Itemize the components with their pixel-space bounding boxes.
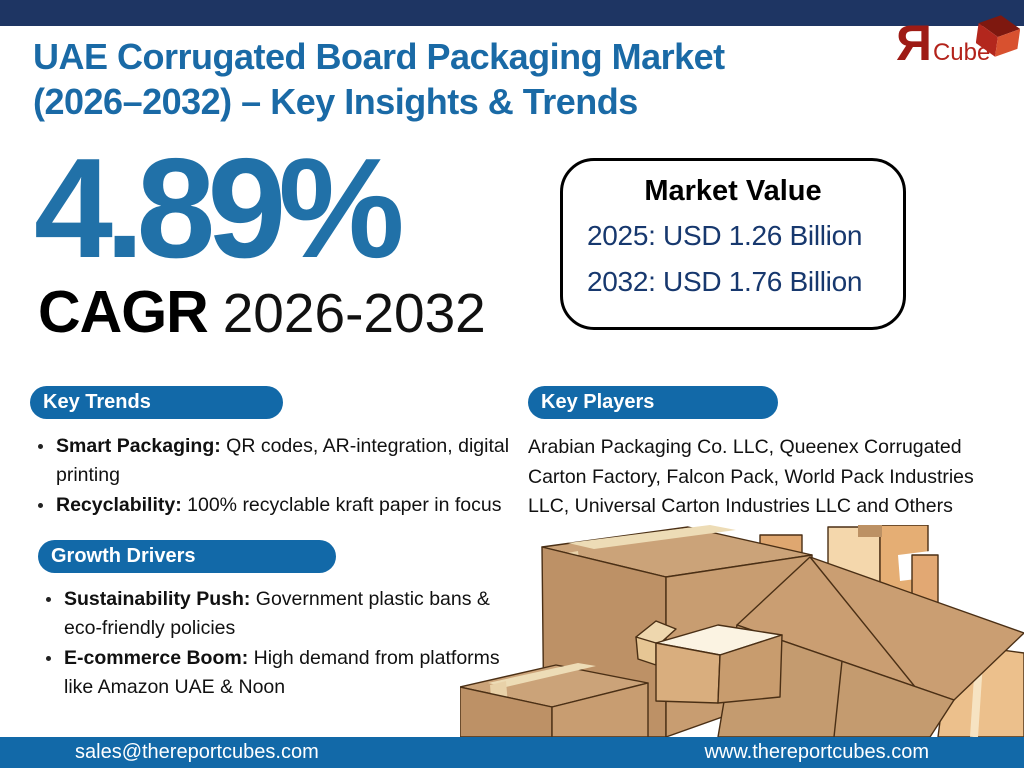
page-title: UAE Corrugated Board Packaging Market (2… bbox=[33, 34, 833, 125]
rcube-logo: Я Cube bbox=[896, 15, 1024, 80]
footer-bar: sales@thereportcubes.com www.thereportcu… bbox=[0, 737, 1024, 768]
cardboard-boxes-illustration bbox=[460, 525, 1024, 737]
cagr-line: CAGR 2026-2032 bbox=[38, 278, 486, 346]
page-title-line1: UAE Corrugated Board Packaging Market bbox=[33, 36, 725, 77]
cagr-label: CAGR bbox=[38, 279, 209, 345]
market-value-2025: 2025: USD 1.26 Billion bbox=[587, 220, 863, 251]
key-trends-list: Smart Packaging: QR codes, AR-integratio… bbox=[32, 432, 514, 521]
bullet-icon bbox=[38, 503, 43, 508]
key-trends-item-text: Smart Packaging: QR codes, AR-integratio… bbox=[56, 435, 510, 486]
key-trends-item-smart-packaging: Smart Packaging: QR codes, AR-integratio… bbox=[32, 432, 514, 490]
cube-icon bbox=[976, 15, 1020, 57]
key-players-text: Arabian Packaging Co. LLC, Queenex Corru… bbox=[528, 436, 974, 517]
growth-drivers-item-ecommerce: E-commerce Boom: High demand from platfo… bbox=[40, 644, 502, 702]
key-trends-item-text: Recyclability: 100% recyclable kraft pap… bbox=[56, 494, 502, 516]
growth-drivers-list: Sustainability Push: Government plastic … bbox=[40, 585, 502, 703]
top-navy-strip bbox=[0, 0, 1024, 26]
market-value-box: Market Value 2025: USD 1.26 Billion 2032… bbox=[560, 158, 906, 330]
page-title-line2: (2026–2032) – Key Insights & Trends bbox=[33, 81, 638, 123]
footer-email-link[interactable]: sales@thereportcubes.com bbox=[75, 741, 319, 763]
key-players-header: Key Players bbox=[528, 386, 778, 419]
growth-drivers-header: Growth Drivers bbox=[38, 540, 336, 573]
key-trends-header: Key Trends bbox=[30, 386, 283, 419]
bullet-icon bbox=[46, 597, 51, 602]
growth-drivers-item-text: Sustainability Push: Government plastic … bbox=[64, 588, 490, 639]
footer-website-link[interactable]: www.thereportcubes.com bbox=[704, 741, 929, 763]
market-value-2032: 2032: USD 1.76 Billion bbox=[587, 266, 863, 297]
bullet-icon bbox=[46, 656, 51, 661]
market-value-title: Market Value bbox=[644, 175, 822, 207]
bullet-icon bbox=[38, 444, 43, 449]
growth-drivers-item-sustainability: Sustainability Push: Government plastic … bbox=[40, 585, 502, 643]
logo-r-glyph: Я bbox=[896, 15, 932, 71]
cagr-period: 2026-2032 bbox=[222, 282, 486, 344]
cagr-value: 4.89% bbox=[34, 129, 405, 288]
key-trends-item-recyclability: Recyclability: 100% recyclable kraft pap… bbox=[32, 491, 514, 520]
growth-drivers-item-text: E-commerce Boom: High demand from platfo… bbox=[64, 647, 500, 698]
